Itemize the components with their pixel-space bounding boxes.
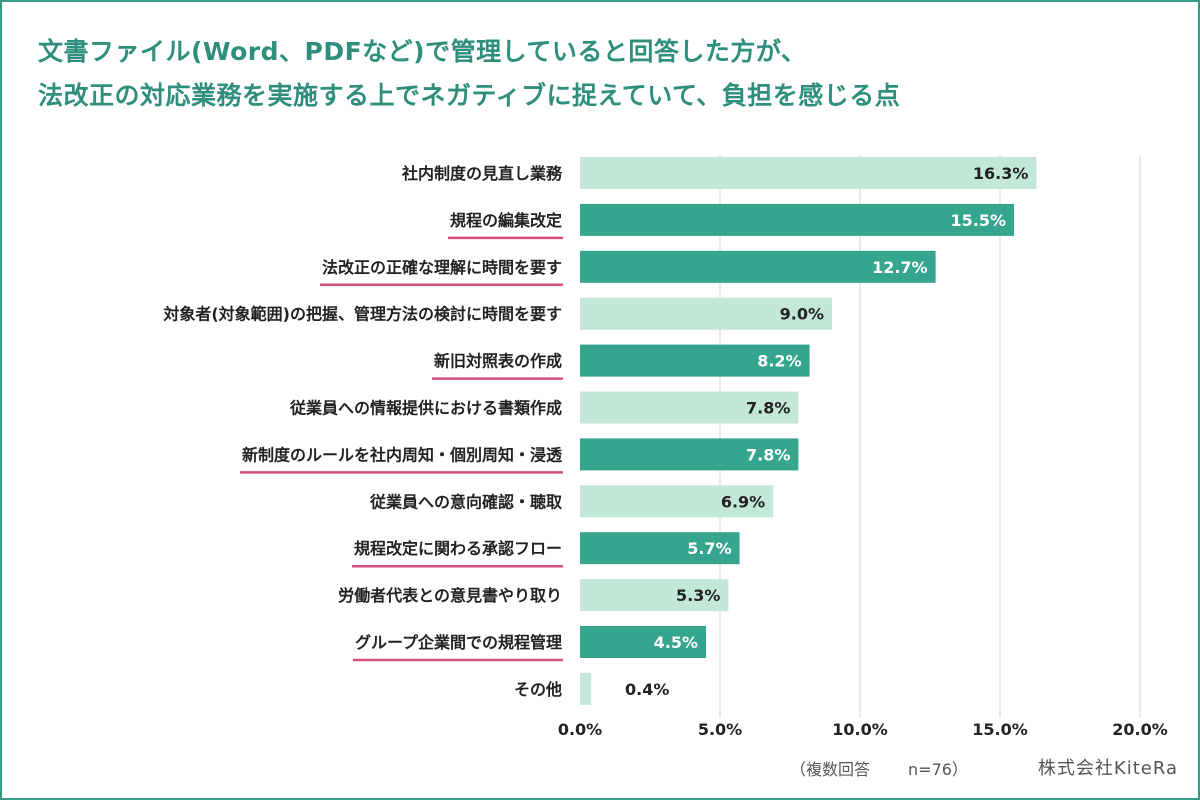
x-tick-label: 20.0% — [1112, 720, 1168, 739]
value-label: 5.7% — [687, 539, 731, 558]
bar — [580, 485, 774, 518]
bar — [580, 297, 832, 330]
chart-title: 文書ファイル(Word、PDFなど)で管理していると回答した方が、 法改正の対応… — [38, 30, 900, 118]
x-tick-label: 0.0% — [558, 720, 602, 739]
chart-title-line-2: 法改正の対応業務を実施する上でネガティブに捉えていて、負担を感じる点 — [38, 81, 901, 110]
category-label: 労働者代表との意見書やり取り — [338, 586, 562, 605]
value-label: 15.5% — [950, 211, 1006, 230]
bar — [580, 250, 936, 283]
x-tick-label: 15.0% — [972, 720, 1028, 739]
category-label: グループ企業間での規程管理 — [355, 633, 562, 652]
value-labels: 16.3% 15.5% 12.7% 9.0% 8.2% 7.8% 7.8% 6.9% 5.7% 5… — [625, 164, 1028, 699]
footnote: （複数回答 n=76） — [790, 756, 1006, 780]
category-label: 法改正の正確な理解に時間を要す — [322, 258, 562, 277]
value-label: 16.3% — [973, 164, 1029, 183]
x-tick-label: 10.0% — [832, 720, 888, 739]
x-axis-ticks: 0.0% 5.0% 10.0% 15.0% 20.0% — [558, 720, 1168, 739]
category-label: 従業員への情報提供における書類作成 — [289, 399, 562, 418]
bar — [580, 157, 1037, 189]
category-labels: 社内制度の見直し業務規程の編集改定法改正の正確な理解に時間を要す対象者(対象範囲… — [162, 164, 563, 699]
footnote-label: （複数回答 — [790, 760, 871, 779]
value-label: 5.3% — [676, 586, 720, 605]
grid-lines — [719, 155, 1141, 718]
category-label: 規程の編集改定 — [450, 211, 562, 230]
chart-title-line-1: 文書ファイル(Word、PDFなど)で管理していると回答した方が、 — [38, 37, 807, 66]
value-label: 6.9% — [721, 492, 765, 511]
bar — [580, 532, 740, 565]
value-label: 7.8% — [746, 445, 790, 464]
bars — [580, 157, 1037, 705]
category-label: 従業員への意向確認・聴取 — [369, 492, 562, 511]
category-label: 規程改定に関わる承認フロー — [354, 539, 562, 558]
x-tick-label: 5.0% — [698, 720, 742, 739]
category-label: 社内制度の見直し業務 — [401, 164, 563, 183]
bar — [580, 672, 592, 705]
value-label: 8.2% — [757, 352, 801, 371]
bar — [580, 391, 799, 424]
bar — [580, 344, 810, 377]
value-label: 0.4% — [625, 680, 669, 699]
value-label: 7.8% — [746, 399, 790, 418]
category-label: 新制度のルールを社内周知・個別周知・浸透 — [242, 445, 563, 464]
value-label: 4.5% — [654, 633, 698, 652]
bar — [580, 626, 706, 658]
category-label: その他 — [514, 680, 562, 699]
bar — [580, 579, 729, 612]
category-label: 対象者(対象範囲)の把握、管理方法の検討に時間を要す — [162, 305, 562, 324]
footnote-sample-size: n=76） — [908, 760, 968, 779]
value-label: 12.7% — [872, 258, 928, 277]
value-label: 9.0% — [780, 305, 824, 324]
bar — [580, 203, 1014, 236]
category-label: 新旧対照表の作成 — [434, 352, 562, 371]
company-name: 株式会社KiteRa — [1037, 758, 1178, 779]
bar — [580, 438, 799, 471]
